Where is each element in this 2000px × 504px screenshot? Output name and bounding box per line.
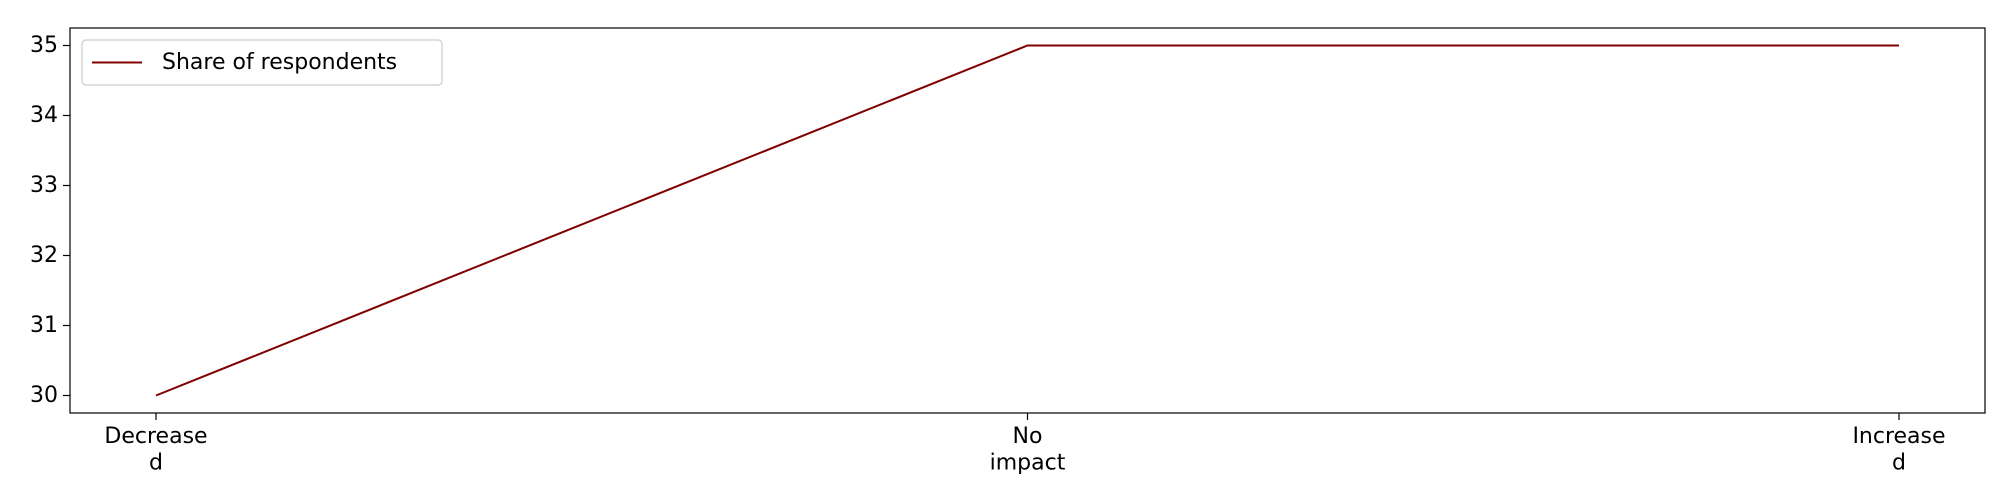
y-axis: 30 31 32 33 34 35 (30, 33, 70, 408)
y-tick-label: 33 (30, 173, 58, 198)
x-axis: Decrease d No impact Increase d (104, 413, 1946, 475)
series-line (155, 44, 1899, 397)
plot-frame (69, 27, 1986, 414)
y-tick-label: 35 (30, 33, 58, 58)
legend-box (81, 39, 443, 86)
legend: Share of respondents (81, 39, 443, 86)
series-layer (155, 44, 1899, 397)
legend-label: Share of respondents (162, 50, 397, 75)
y-tick-label: 31 (30, 313, 58, 338)
y-tick-label: 30 (30, 383, 58, 408)
x-tick-label: Increase d (1852, 424, 1945, 475)
x-tick-label: Decrease d (104, 424, 207, 475)
y-tick-label: 32 (30, 243, 58, 268)
x-tick-label: No impact (990, 424, 1066, 475)
y-tick-label: 34 (30, 103, 58, 128)
